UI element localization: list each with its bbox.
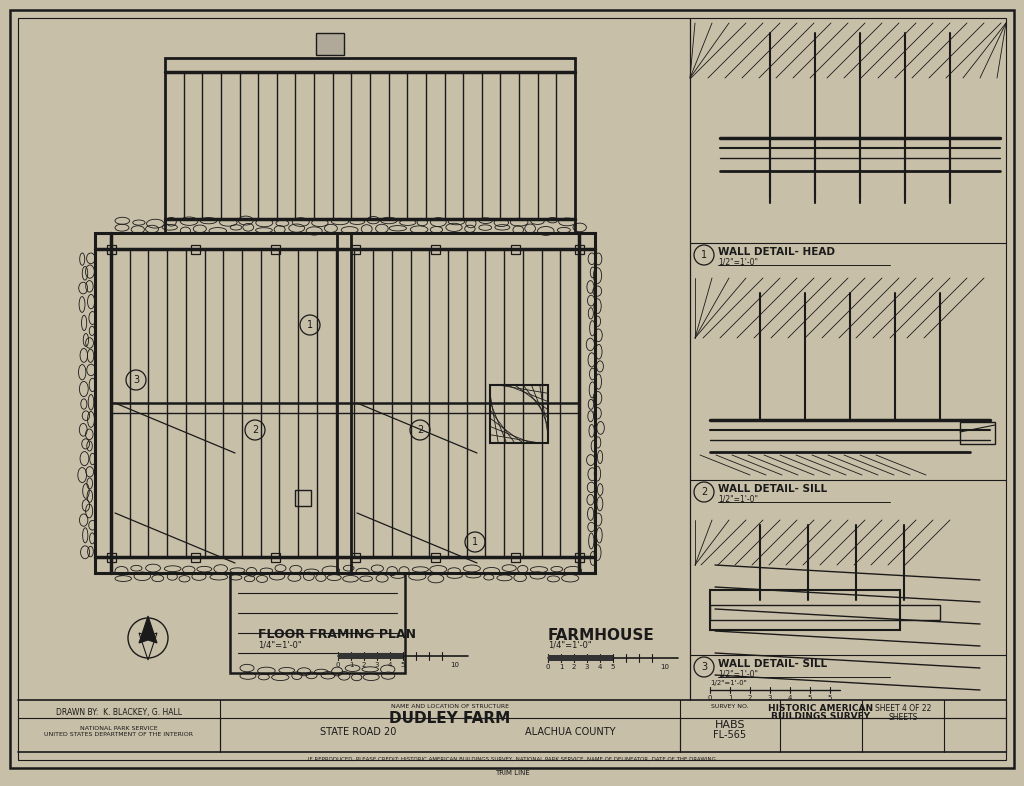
Text: 1/2"=1'-0": 1/2"=1'-0" <box>718 494 758 504</box>
Text: 1/2"=1'-0": 1/2"=1'-0" <box>718 258 758 266</box>
Text: SHEET 4 OF 22: SHEET 4 OF 22 <box>874 704 931 713</box>
Text: 10: 10 <box>451 662 460 668</box>
Text: BUILDINGS SURVEY: BUILDINGS SURVEY <box>771 712 870 721</box>
Bar <box>431 553 440 562</box>
Text: 2: 2 <box>361 662 367 668</box>
Bar <box>165 58 575 233</box>
Text: 5: 5 <box>827 695 833 701</box>
Bar <box>316 33 344 55</box>
Text: 0: 0 <box>336 662 340 668</box>
Text: TRIM LINE: TRIM LINE <box>495 770 529 776</box>
Text: WALL DETAIL- HEAD: WALL DETAIL- HEAD <box>718 247 835 257</box>
Text: NATIONAL PARK SERVICE: NATIONAL PARK SERVICE <box>80 726 158 731</box>
Text: 1/2"=1'-0": 1/2"=1'-0" <box>718 670 758 678</box>
Text: 3: 3 <box>701 662 707 672</box>
Bar <box>95 233 595 573</box>
Bar <box>351 245 360 254</box>
Bar <box>351 553 360 562</box>
Text: 1/2"=1'-0": 1/2"=1'-0" <box>710 680 746 686</box>
Text: 3: 3 <box>133 375 139 385</box>
Bar <box>575 553 584 562</box>
Text: WALL DETAIL- SILL: WALL DETAIL- SILL <box>718 484 827 494</box>
Text: 4: 4 <box>388 662 392 668</box>
Bar <box>431 245 440 254</box>
Text: SHEETS: SHEETS <box>888 713 918 722</box>
Text: ALACHUA COUNTY: ALACHUA COUNTY <box>524 727 615 737</box>
Bar <box>191 245 200 254</box>
Text: 3: 3 <box>768 695 772 701</box>
Bar <box>575 245 584 254</box>
Polygon shape <box>139 616 157 643</box>
Text: IF REPRODUCED, PLEASE CREDIT: HISTORIC AMERICAN BUILDINGS SURVEY, NATIONAL PARK : IF REPRODUCED, PLEASE CREDIT: HISTORIC A… <box>308 757 716 762</box>
Text: 1: 1 <box>559 664 563 670</box>
Text: 5: 5 <box>808 695 812 701</box>
Text: 1: 1 <box>701 250 707 260</box>
Bar <box>511 245 520 254</box>
Text: UNITED STATES DEPARTMENT OF THE INTERIOR: UNITED STATES DEPARTMENT OF THE INTERIOR <box>44 732 194 737</box>
Bar <box>710 605 940 620</box>
Text: 5: 5 <box>400 662 406 668</box>
Text: 10: 10 <box>660 664 670 670</box>
Text: 0: 0 <box>546 664 550 670</box>
Text: 1/4"=1'-0": 1/4"=1'-0" <box>258 640 302 649</box>
Bar <box>230 573 406 673</box>
Text: 1: 1 <box>307 320 313 330</box>
Bar <box>490 385 548 443</box>
Bar <box>191 553 200 562</box>
Text: HABS: HABS <box>715 720 745 730</box>
Text: 2: 2 <box>417 425 423 435</box>
Bar <box>338 653 403 659</box>
Text: STATE ROAD 20: STATE ROAD 20 <box>319 727 396 737</box>
Bar <box>548 655 613 661</box>
Text: 3: 3 <box>375 662 379 668</box>
Text: 3: 3 <box>585 664 589 670</box>
Text: 4: 4 <box>787 695 793 701</box>
Text: WALL DETAIL- SILL: WALL DETAIL- SILL <box>718 659 827 669</box>
Text: 1: 1 <box>472 537 478 547</box>
Text: 4: 4 <box>598 664 602 670</box>
Bar <box>961 422 995 444</box>
Text: 2: 2 <box>700 487 708 497</box>
Bar <box>106 553 116 562</box>
Text: 1: 1 <box>349 662 353 668</box>
Text: 1/4"=1'-0": 1/4"=1'-0" <box>548 641 592 650</box>
Text: NAME AND LOCATION OF STRUCTURE: NAME AND LOCATION OF STRUCTURE <box>391 704 509 709</box>
Text: SURVEY NO.: SURVEY NO. <box>711 704 749 709</box>
Text: FL-565: FL-565 <box>714 730 746 740</box>
Bar <box>106 245 116 254</box>
Bar <box>271 245 280 254</box>
Text: 1: 1 <box>728 695 732 701</box>
Text: 5: 5 <box>610 664 615 670</box>
Text: 2: 2 <box>571 664 577 670</box>
Text: HISTORIC AMERICAN: HISTORIC AMERICAN <box>768 704 873 713</box>
Text: 0: 0 <box>708 695 713 701</box>
Bar <box>710 590 900 630</box>
Text: 2: 2 <box>252 425 258 435</box>
Bar <box>295 490 311 506</box>
Text: 2: 2 <box>748 695 753 701</box>
Text: DUDLEY FARM: DUDLEY FARM <box>389 711 511 726</box>
Text: DRAWN BY:  K. BLACKEY, G. HALL: DRAWN BY: K. BLACKEY, G. HALL <box>56 708 182 717</box>
Bar <box>511 553 520 562</box>
Text: FLOOR FRAMING PLAN: FLOOR FRAMING PLAN <box>258 628 416 641</box>
Bar <box>271 553 280 562</box>
Text: FARMHOUSE: FARMHOUSE <box>548 628 654 643</box>
